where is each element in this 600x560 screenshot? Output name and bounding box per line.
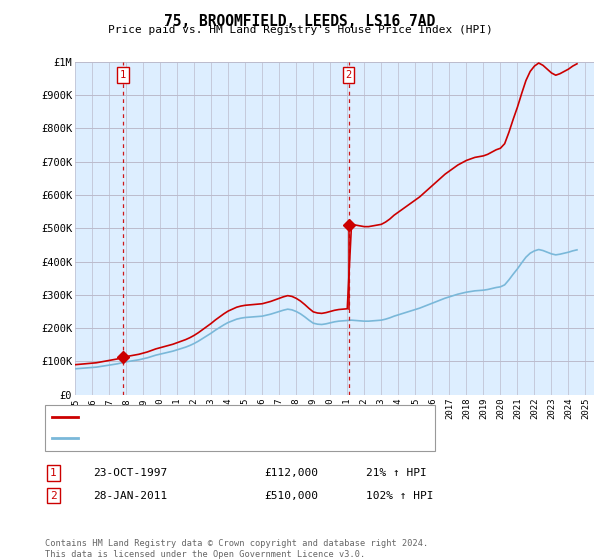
Text: 1: 1 [50, 468, 57, 478]
Text: 21% ↑ HPI: 21% ↑ HPI [366, 468, 427, 478]
Text: 28-JAN-2011: 28-JAN-2011 [93, 491, 167, 501]
Text: 2: 2 [50, 491, 57, 501]
Text: 2: 2 [346, 70, 352, 80]
Text: £510,000: £510,000 [264, 491, 318, 501]
Text: 75, BROOMFIELD, LEEDS, LS16 7AD (detached house): 75, BROOMFIELD, LEEDS, LS16 7AD (detache… [82, 412, 382, 422]
Text: 75, BROOMFIELD, LEEDS, LS16 7AD: 75, BROOMFIELD, LEEDS, LS16 7AD [164, 14, 436, 29]
Text: 23-OCT-1997: 23-OCT-1997 [93, 468, 167, 478]
Text: 1: 1 [119, 70, 126, 80]
Text: 102% ↑ HPI: 102% ↑ HPI [366, 491, 433, 501]
Text: Price paid vs. HM Land Registry's House Price Index (HPI): Price paid vs. HM Land Registry's House … [107, 25, 493, 35]
Text: HPI: Average price, detached house, Leeds: HPI: Average price, detached house, Leed… [82, 433, 338, 444]
Text: £112,000: £112,000 [264, 468, 318, 478]
Text: Contains HM Land Registry data © Crown copyright and database right 2024.
This d: Contains HM Land Registry data © Crown c… [45, 539, 428, 559]
